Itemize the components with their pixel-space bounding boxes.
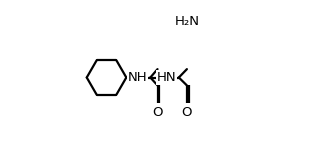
Text: O: O: [182, 106, 192, 119]
Text: NH: NH: [128, 71, 148, 84]
Text: O: O: [152, 106, 163, 119]
Text: H₂N: H₂N: [174, 15, 199, 28]
Text: HN: HN: [157, 71, 176, 84]
